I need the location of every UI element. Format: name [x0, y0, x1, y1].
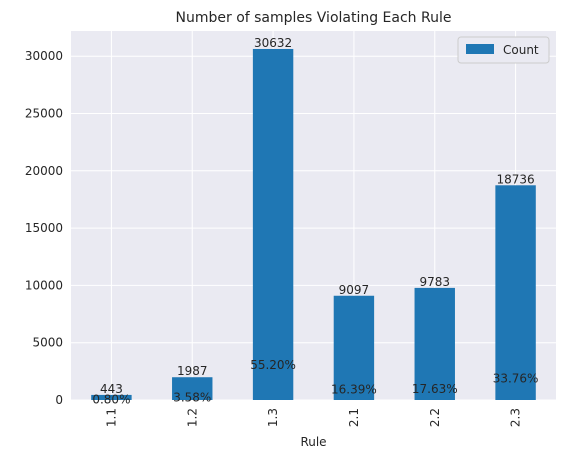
bar [252, 48, 294, 401]
bar-value-label: 18736 [496, 172, 534, 186]
bar-percent-label: 55.20% [250, 358, 296, 372]
bar-percent-label: 16.39% [331, 383, 377, 397]
bar-percent-label: 0.80% [92, 392, 130, 406]
legend-label: Count [503, 43, 539, 57]
legend-swatch [466, 44, 494, 54]
bar [91, 394, 132, 400]
y-tick-label: 20000 [25, 164, 63, 178]
y-tick-label: 5000 [32, 336, 63, 350]
x-axis-title: Rule [300, 435, 326, 449]
legend: Count [457, 36, 550, 64]
bar-percent-label: 17.63% [412, 382, 458, 396]
bar [414, 287, 455, 400]
bar-percent-label: 33.76% [493, 372, 539, 386]
x-axis: 1.1 1.2 1.3 2.1 2.2 2.3 [104, 408, 522, 427]
y-tick-label: 25000 [25, 107, 63, 121]
y-tick-label: 15000 [25, 221, 63, 235]
x-tick-label: 1.3 [266, 408, 280, 427]
chart-title: Number of samples Violating Each Rule [176, 10, 452, 26]
bar [172, 377, 213, 400]
bar-value-label: 443 [100, 382, 123, 396]
x-tick-label: 1.2 [185, 408, 199, 427]
y-axis: 0 5000 10000 15000 20000 25000 30000 [25, 49, 63, 407]
bar-value-label: 1987 [177, 364, 208, 378]
y-tick-label: 30000 [25, 49, 63, 63]
x-tick-label: 2.3 [509, 408, 523, 427]
bar [333, 295, 375, 400]
y-tick-label: 0 [55, 393, 63, 407]
x-tick-label: 1.1 [104, 408, 118, 427]
legend-box [457, 36, 550, 64]
bar-value-label: 9783 [419, 275, 450, 289]
bar-percent-label: 3.58% [173, 391, 211, 405]
x-tick-label: 2.2 [428, 408, 442, 427]
bar-value-label: 30632 [254, 36, 292, 50]
y-tick-label: 10000 [25, 278, 63, 292]
x-tick-label: 2.1 [347, 408, 361, 427]
bar [495, 185, 536, 400]
bars [91, 48, 536, 401]
plot-area [71, 31, 556, 400]
bar-value-label: 9097 [339, 283, 370, 297]
